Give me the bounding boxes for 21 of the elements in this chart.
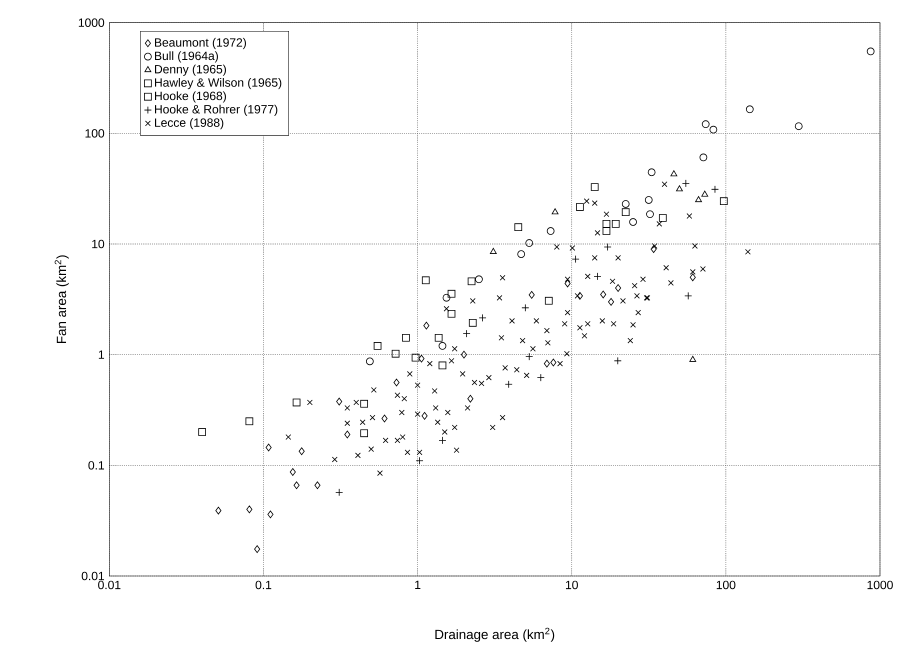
y-tick-label: 10: [92, 240, 104, 248]
x-tick-label: 1: [415, 580, 420, 589]
legend-label: Denny (1965): [155, 64, 226, 76]
legend-label: Bull (1964a): [155, 51, 218, 62]
legend-label: Hooke (1968): [155, 91, 226, 103]
legend-label: Lecce (1988): [155, 118, 224, 130]
x-axis-title: Drainage area (km$^{2}$): [435, 628, 554, 642]
x-tick-label: 100: [716, 580, 736, 590]
y-tick-label: 100: [86, 129, 104, 138]
y-tick-label: 1: [98, 350, 104, 359]
y-tick-label: 0.01: [82, 572, 104, 580]
legend-label: Hooke & Rohrer (1977): [155, 104, 278, 116]
y-tick-label: 0.1: [88, 461, 104, 470]
x-tick-label: 0.1: [256, 580, 272, 590]
y-axis-title: Fan area (km$^{2}$): [54, 255, 69, 344]
legend-label: Hawley & Wilson (1965): [155, 78, 282, 90]
x-tick-label: 1000: [868, 580, 893, 590]
y-tick-label: 1000: [78, 18, 104, 27]
legend-label: Beaumont (1972): [155, 38, 246, 50]
x-tick-label: 10: [566, 580, 578, 590]
x-tick-label: 0.01: [98, 580, 120, 590]
